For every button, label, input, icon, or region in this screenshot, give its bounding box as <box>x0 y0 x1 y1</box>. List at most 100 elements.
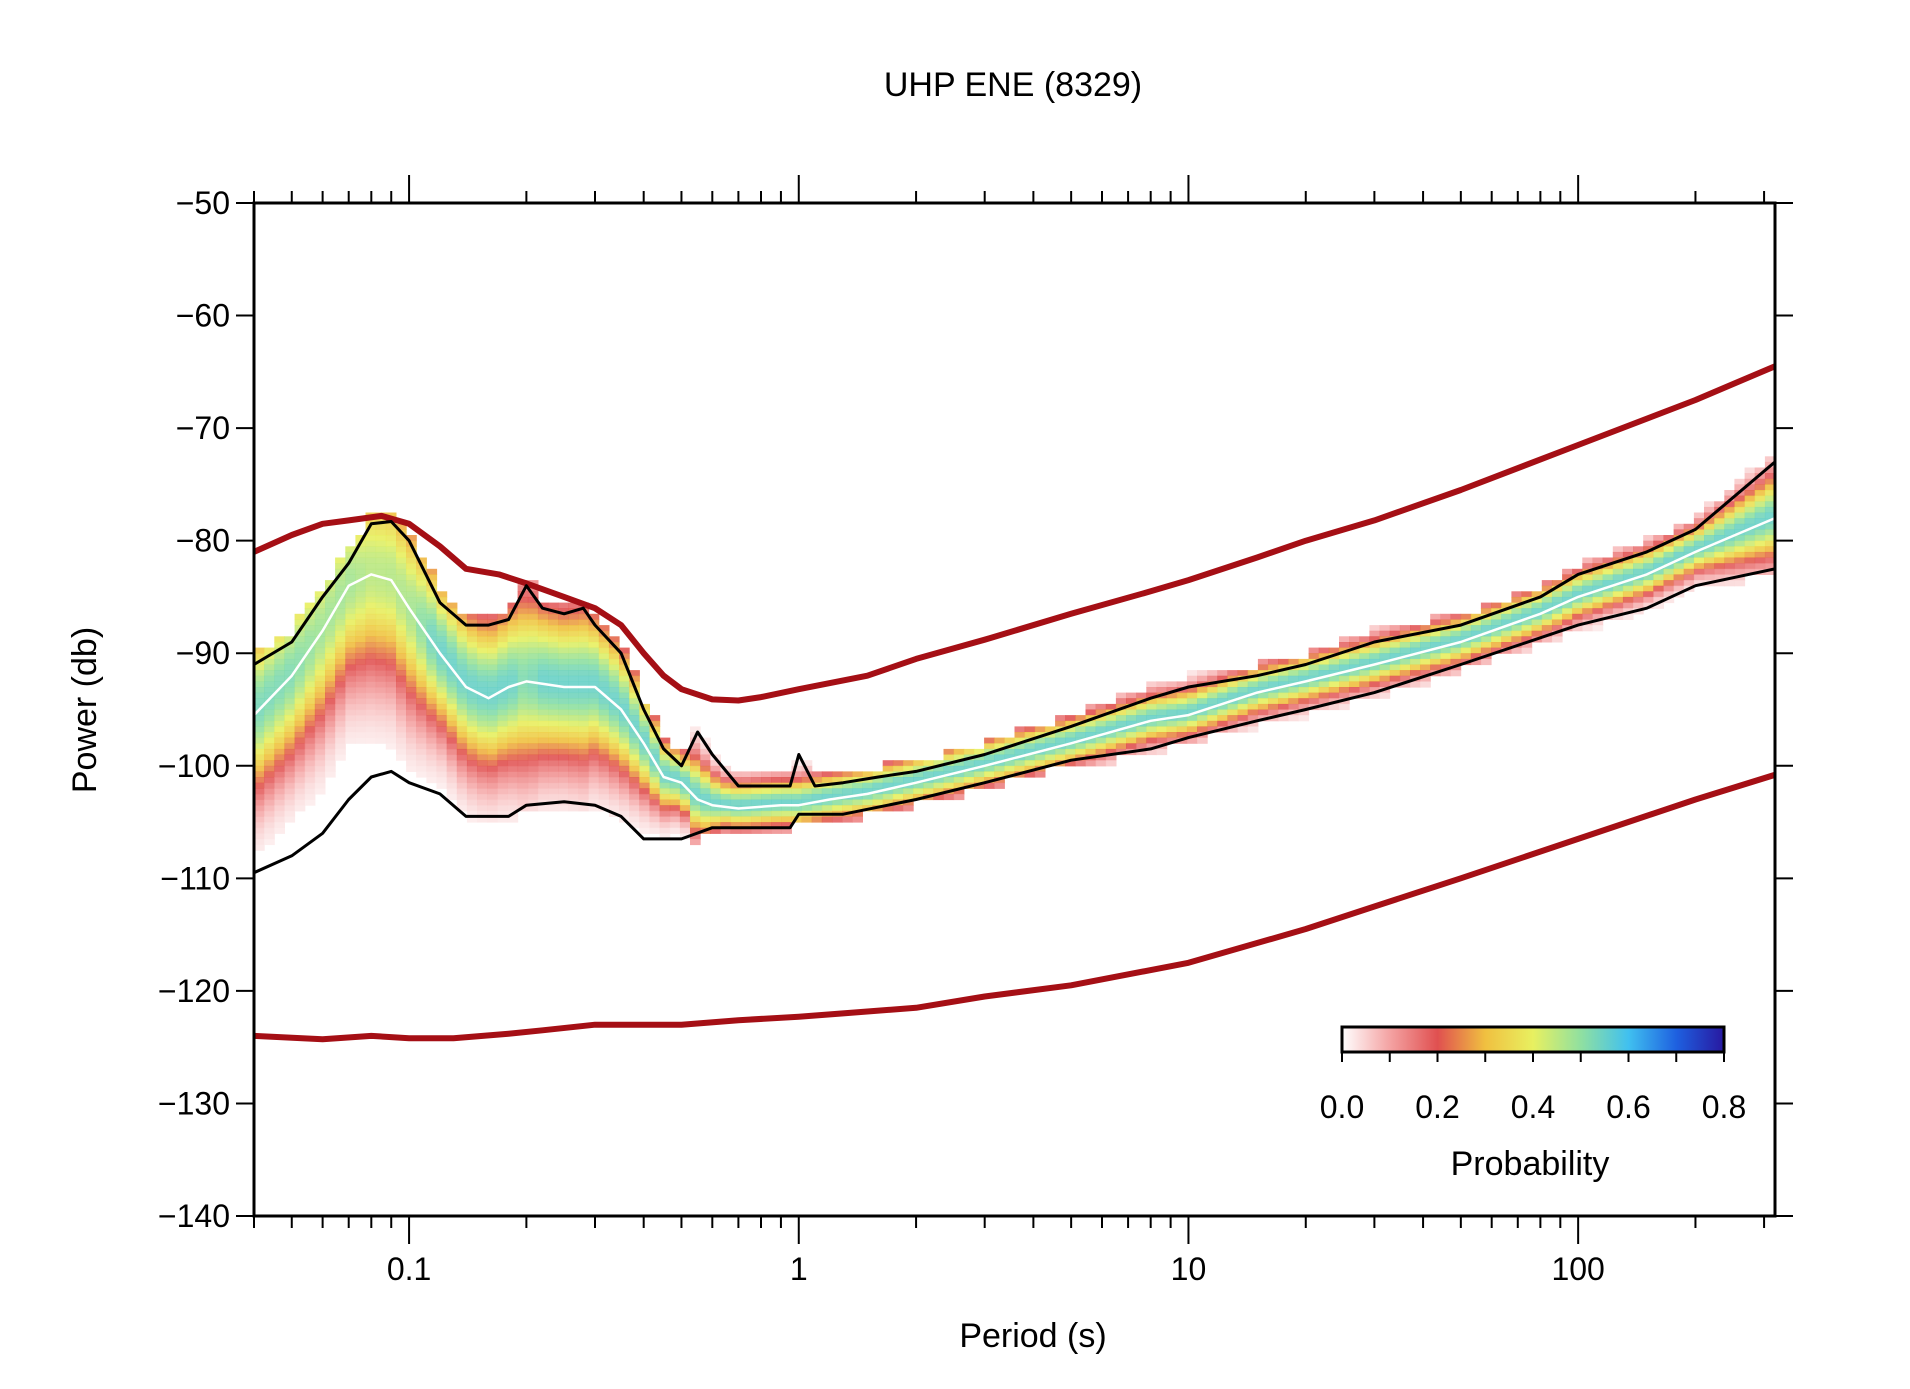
density-cell <box>608 793 620 801</box>
density-cell <box>1683 574 1695 581</box>
density-cell <box>1562 602 1573 609</box>
density-cell <box>629 793 640 801</box>
density-cell <box>1095 754 1107 761</box>
density-cell <box>436 715 448 722</box>
density-cell <box>446 737 458 744</box>
density-cell <box>1430 664 1441 671</box>
density-cell <box>568 782 579 789</box>
density-cell <box>588 681 600 688</box>
density-cell <box>578 737 590 744</box>
density-cell <box>771 816 782 823</box>
density-cell <box>558 608 569 615</box>
density-cell <box>507 782 519 789</box>
density-cell <box>314 737 326 744</box>
density-cell <box>264 703 275 711</box>
density-cell <box>537 664 549 671</box>
density-cell <box>578 793 590 801</box>
density-cell <box>1480 602 1492 609</box>
density-cell <box>426 698 438 705</box>
density-cell <box>1247 698 1259 705</box>
density-cell <box>679 771 691 778</box>
density-cell <box>1693 568 1705 575</box>
density-cell <box>1105 737 1117 744</box>
density-cell <box>375 726 387 733</box>
density-cell <box>619 748 630 756</box>
density-cell <box>1470 630 1482 637</box>
density-cell <box>1369 658 1381 666</box>
density-cell <box>406 596 417 604</box>
density-cell <box>1126 703 1137 711</box>
density-cell <box>1136 737 1147 744</box>
density-cell <box>294 653 306 660</box>
density-cell <box>365 675 377 682</box>
density-cell <box>548 777 559 784</box>
density-cell <box>355 720 367 727</box>
density-cell <box>385 619 397 626</box>
density-cell <box>1257 709 1269 716</box>
density-cell <box>517 619 529 626</box>
density-cell <box>1470 653 1482 660</box>
density-cell <box>1369 675 1381 682</box>
density-cell <box>1359 687 1370 694</box>
density-cell <box>537 675 549 682</box>
density-cell <box>568 636 579 643</box>
density-cell <box>335 715 346 722</box>
density-cell <box>477 709 488 716</box>
density-cell <box>1186 675 1198 682</box>
density-cell <box>507 715 519 722</box>
density-cell <box>365 551 377 559</box>
density-cell <box>801 782 813 789</box>
density-cell <box>1085 760 1097 767</box>
density-cell <box>568 670 579 677</box>
density-cell <box>365 653 377 660</box>
density-cell <box>314 647 326 654</box>
density-cell <box>1024 754 1036 761</box>
density-cell <box>527 765 539 772</box>
density-cell <box>314 608 326 615</box>
density-cell <box>1328 687 1340 694</box>
density-cell <box>710 771 721 778</box>
density-cell <box>314 720 326 727</box>
density-cell <box>1582 613 1593 620</box>
density-cell <box>396 687 407 694</box>
density-cell <box>619 698 630 705</box>
density-cell <box>608 777 620 784</box>
density-cell <box>1541 625 1553 632</box>
density-cell <box>1014 743 1026 750</box>
density-cell <box>507 720 519 727</box>
y-tick-label: −90 <box>176 635 230 671</box>
density-cell <box>953 765 965 772</box>
density-cell <box>1612 551 1624 559</box>
density-cell <box>396 664 407 671</box>
density-cell <box>426 675 438 682</box>
density-cell <box>761 827 772 834</box>
density-cell <box>507 788 519 795</box>
density-cell <box>325 771 336 778</box>
density-cell <box>406 602 417 609</box>
density-cell <box>385 630 397 637</box>
density-cell <box>456 681 468 688</box>
density-cell <box>426 732 438 739</box>
density-cell <box>1004 748 1016 756</box>
density-cell <box>639 788 650 795</box>
density-cell <box>639 799 650 806</box>
density-cell <box>254 838 265 846</box>
density-cell <box>497 675 509 682</box>
density-cell <box>406 642 417 649</box>
density-cell <box>1044 743 1056 750</box>
density-cell <box>903 793 914 801</box>
density-cell <box>568 788 579 795</box>
density-cell <box>852 816 863 823</box>
density-cell <box>730 827 742 834</box>
density-cell <box>1207 670 1218 677</box>
density-cell <box>568 777 579 784</box>
density-cell <box>1237 670 1249 677</box>
density-cell <box>558 653 569 660</box>
density-cell <box>466 698 478 705</box>
density-cell <box>1044 760 1056 767</box>
density-cell <box>1359 636 1370 643</box>
density-cell <box>1764 456 1775 463</box>
density-cell <box>416 737 427 744</box>
density-cell <box>1734 506 1746 514</box>
density-cell <box>1633 568 1644 575</box>
